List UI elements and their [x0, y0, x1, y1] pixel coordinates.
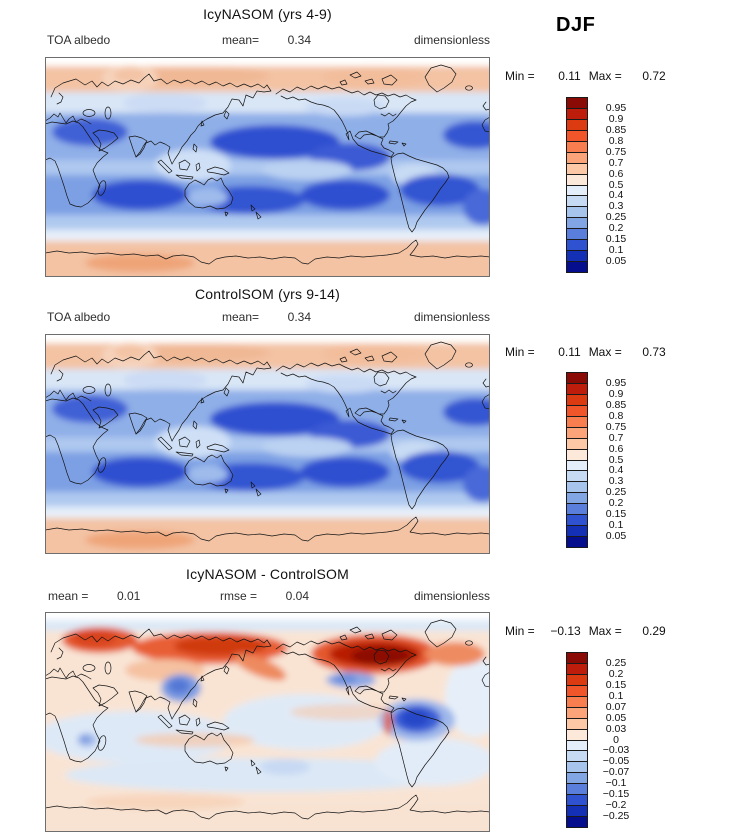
colorbar-tick-label: 0.8 — [608, 134, 624, 147]
colorbar-tick-label: 0.4 — [608, 464, 624, 477]
colorbar-tick-label: 0.7 — [608, 156, 624, 169]
colorbar-tick-label: 0.95 — [605, 376, 627, 389]
panel1-mean-label: mean= — [222, 33, 260, 47]
panel1-min-label: Min = — [505, 69, 535, 83]
colorbar-tick-label: −0.2 — [605, 799, 627, 812]
panel3-units: dimensionless — [413, 589, 490, 603]
colorbar-tick-label: 0.3 — [608, 200, 624, 213]
panel2-mean-label: mean= — [222, 310, 260, 324]
map-difference — [45, 612, 490, 832]
panel3-rmse-label: rmse = — [220, 589, 258, 603]
panel1-max-value: 0.72 — [642, 69, 666, 83]
colorbar-tick-label: 0.07 — [605, 700, 627, 713]
panel2-variable: TOA albedo — [47, 310, 110, 324]
colorbar-tick-label: 0.1 — [608, 519, 624, 532]
colorbar-tick-label: 0.4 — [608, 189, 624, 202]
colorbar-tick-label: 0.75 — [605, 420, 627, 433]
map-controlsom — [45, 334, 490, 554]
colorbar-cell — [566, 536, 588, 548]
panel3-rmse-value: 0.04 — [285, 589, 310, 603]
panel1-title: IcyNASOM (yrs 4-9) — [203, 6, 332, 22]
colorbar-tick-label: 0.15 — [605, 508, 627, 521]
colorbar-tick-label: 0.25 — [605, 656, 627, 669]
panel3-minmax: Min = −0.13 Max = 0.29 — [505, 624, 666, 638]
colorbar-tick-label: −0.15 — [602, 788, 630, 801]
colorbar-tick-label: 0.15 — [605, 678, 627, 691]
colorbar-tick-label: 0.6 — [608, 167, 624, 180]
colorbar-tick-label: 0.7 — [608, 431, 624, 444]
panel1-minmax: Min = 0.11 Max = 0.72 — [505, 69, 666, 83]
colorbar-tick-label: 0 — [613, 733, 619, 746]
panel2-min-label: Min = — [505, 345, 535, 359]
panel1-max-label: Max = — [588, 69, 622, 83]
colorbar-tick-label: 0.2 — [608, 497, 624, 510]
colorbar-tick-label: 0.85 — [605, 398, 627, 411]
season-label: DJF — [556, 14, 596, 36]
panel2-minmax: Min = 0.11 Max = 0.73 — [505, 345, 666, 359]
colorbar-tick-label: 0.85 — [605, 123, 627, 136]
colorbar-tick-label: 0.25 — [605, 211, 627, 224]
colorbar-tick-label: 0.2 — [608, 667, 624, 680]
colorbar-tick-label: 0.15 — [605, 233, 627, 246]
panel3-min-value: −0.13 — [550, 624, 581, 638]
colorbar-tick-label: 0.9 — [608, 387, 624, 400]
panel2-min-value: 0.11 — [558, 345, 581, 359]
colorbar-tick-label: 0.25 — [605, 486, 627, 499]
panel2-title: ControlSOM (yrs 9-14) — [194, 286, 340, 302]
panel2-units: dimensionless — [413, 310, 490, 324]
colorbar-tick-label: 0.2 — [608, 222, 624, 235]
panel1-colorbar: 0.95 0.9 0.85 0.8 0.75 0.7 0.6 0.5 0.4 0.3 0.25 0.2… — [566, 97, 626, 273]
panel2-max-value: 0.73 — [642, 345, 666, 359]
colorbar-tick-label: 0.6 — [608, 442, 624, 455]
colorbar-tick-label: 0.9 — [608, 112, 624, 125]
colorbar-tick-label: 0.5 — [608, 178, 624, 191]
panel3-title: IcyNASOM - ControlSOM — [186, 566, 349, 582]
colorbar-tick-label: 0.1 — [608, 244, 624, 257]
colorbar-tick-label: 0.95 — [605, 101, 627, 114]
colorbar-tick-label: 0.05 — [605, 530, 627, 543]
panel1-variable: TOA albedo — [47, 33, 110, 47]
panel1-variable-label: TOA albedo — [47, 33, 111, 47]
colorbar-tick-label: −0.1 — [605, 777, 627, 790]
panel2-colorbar: 0.95 0.9 0.85 0.8 0.75 0.7 0.6 0.5 0.4 0.3 0.25 0.2… — [566, 372, 626, 548]
panel3-rmse: rmse = 0.04 — [220, 589, 309, 603]
colorbar-cell — [566, 261, 588, 273]
colorbar-tick-label: 0.05 — [605, 255, 627, 268]
map-icynasom — [45, 57, 490, 277]
colorbar-cell — [566, 816, 588, 828]
colorbar-tick-label: −0.03 — [602, 744, 630, 757]
panel3-mean-label: mean = — [48, 589, 89, 603]
colorbar-tick-label: 0.5 — [608, 453, 624, 466]
panel1-min-value: 0.11 — [558, 69, 581, 83]
panel1-mean: mean= 0.34 — [222, 33, 311, 47]
colorbar-tick-label: −0.05 — [602, 755, 630, 768]
panel2-mean: mean= 0.34 — [222, 310, 311, 324]
panel2-variable-label: TOA albedo — [47, 310, 111, 324]
panel1-units: dimensionless — [413, 33, 490, 47]
panel3-max-value: 0.29 — [642, 624, 666, 638]
colorbar-tick-label: 0.75 — [605, 145, 627, 158]
panel3-min-label: Min = — [505, 624, 535, 638]
panel2-max-label: Max = — [588, 345, 622, 359]
colorbar-tick-label: 0.03 — [605, 722, 627, 735]
panel3-mean: mean = 0.01 — [48, 589, 140, 603]
panel3-max-label: Max = — [588, 624, 622, 638]
colorbar-tick-label: 0.3 — [608, 475, 624, 488]
panel1-mean-value: 0.34 — [287, 33, 312, 47]
colorbar-tick-label: 0.8 — [608, 409, 624, 422]
colorbar-tick-label: 0.05 — [605, 711, 627, 724]
colorbar-tick-label: 0.1 — [608, 689, 624, 702]
colorbar-tick-label: −0.07 — [602, 766, 630, 779]
panel3-colorbar: 0.25 0.2 0.15 0.1 0.07 0.05 0.03 0 −0.03 −0.05 −0.… — [566, 652, 629, 828]
panel3-mean-value: 0.01 — [117, 589, 141, 603]
panel2-mean-value: 0.34 — [287, 310, 312, 324]
colorbar-tick-label: −0.25 — [602, 810, 630, 823]
